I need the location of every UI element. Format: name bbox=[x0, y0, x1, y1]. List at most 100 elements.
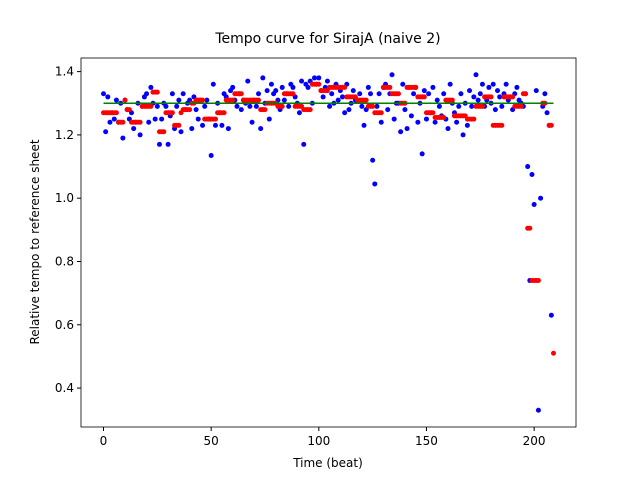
y-tick-label: 1.2 bbox=[55, 128, 74, 142]
point bbox=[523, 91, 529, 97]
point bbox=[210, 81, 216, 87]
point bbox=[402, 107, 408, 113]
point bbox=[538, 195, 544, 201]
point bbox=[499, 122, 505, 128]
point bbox=[432, 119, 438, 125]
point bbox=[398, 129, 404, 135]
point bbox=[126, 107, 132, 113]
x-tick-label: 0 bbox=[100, 434, 108, 448]
point bbox=[107, 119, 113, 125]
point bbox=[238, 91, 244, 97]
point bbox=[176, 97, 182, 103]
point bbox=[195, 116, 201, 122]
point bbox=[510, 94, 516, 100]
point bbox=[499, 103, 505, 109]
point bbox=[200, 97, 206, 103]
point bbox=[387, 84, 393, 90]
point bbox=[202, 103, 208, 109]
point bbox=[122, 97, 128, 103]
point bbox=[212, 122, 218, 128]
x-tick-label: 100 bbox=[307, 434, 330, 448]
point bbox=[441, 91, 447, 97]
point bbox=[544, 110, 550, 116]
point bbox=[230, 84, 236, 90]
point bbox=[103, 129, 109, 135]
point bbox=[249, 119, 255, 125]
point bbox=[503, 81, 509, 87]
point bbox=[296, 110, 302, 116]
point bbox=[193, 107, 199, 113]
point bbox=[339, 94, 345, 100]
point bbox=[342, 84, 348, 90]
point bbox=[527, 225, 533, 231]
point bbox=[359, 103, 365, 109]
point bbox=[260, 75, 266, 81]
point bbox=[346, 107, 352, 113]
point bbox=[273, 88, 279, 94]
y-axis-label: Relative tempo to reference sheet bbox=[28, 139, 42, 344]
point bbox=[531, 202, 537, 208]
point bbox=[551, 350, 556, 356]
point bbox=[290, 91, 296, 97]
x-tick-label: 150 bbox=[415, 434, 438, 448]
point bbox=[159, 116, 165, 122]
point bbox=[415, 119, 421, 125]
point bbox=[178, 129, 184, 135]
point bbox=[327, 103, 333, 109]
point bbox=[361, 122, 367, 128]
point bbox=[458, 91, 464, 97]
point bbox=[408, 113, 414, 119]
point bbox=[137, 132, 143, 138]
point bbox=[113, 110, 119, 116]
point bbox=[357, 91, 363, 97]
point bbox=[120, 135, 126, 141]
y-tick-label: 0.6 bbox=[55, 318, 74, 332]
point bbox=[365, 84, 371, 90]
point bbox=[426, 91, 432, 97]
point bbox=[256, 91, 262, 97]
point bbox=[495, 88, 501, 94]
point bbox=[548, 312, 554, 318]
point bbox=[342, 110, 348, 116]
point bbox=[152, 116, 158, 122]
point bbox=[219, 122, 225, 128]
point bbox=[535, 277, 541, 283]
point bbox=[363, 97, 369, 103]
point bbox=[324, 78, 330, 84]
point bbox=[279, 84, 285, 90]
point bbox=[423, 116, 429, 122]
point bbox=[479, 103, 485, 109]
point bbox=[156, 141, 162, 147]
point bbox=[411, 91, 417, 97]
point bbox=[535, 407, 541, 413]
point bbox=[454, 119, 460, 125]
point bbox=[475, 97, 481, 103]
point bbox=[329, 91, 335, 97]
point bbox=[266, 116, 272, 122]
point bbox=[105, 94, 111, 100]
point bbox=[187, 107, 193, 113]
point bbox=[144, 91, 150, 97]
plot-frame bbox=[80, 57, 577, 428]
y-tick-label: 0.4 bbox=[55, 381, 74, 395]
point bbox=[548, 122, 554, 128]
point bbox=[245, 78, 251, 84]
point bbox=[421, 94, 427, 100]
point bbox=[299, 78, 305, 84]
point bbox=[262, 107, 268, 113]
point bbox=[238, 107, 244, 113]
x-tick-label: 50 bbox=[204, 434, 219, 448]
point bbox=[447, 81, 453, 87]
point bbox=[492, 107, 498, 113]
point bbox=[497, 94, 503, 100]
point bbox=[146, 119, 152, 125]
point bbox=[137, 119, 143, 125]
point bbox=[370, 103, 376, 109]
point bbox=[264, 88, 270, 94]
point bbox=[471, 94, 477, 100]
point bbox=[378, 119, 384, 125]
point bbox=[469, 103, 475, 109]
point bbox=[391, 116, 397, 122]
point bbox=[490, 81, 496, 87]
